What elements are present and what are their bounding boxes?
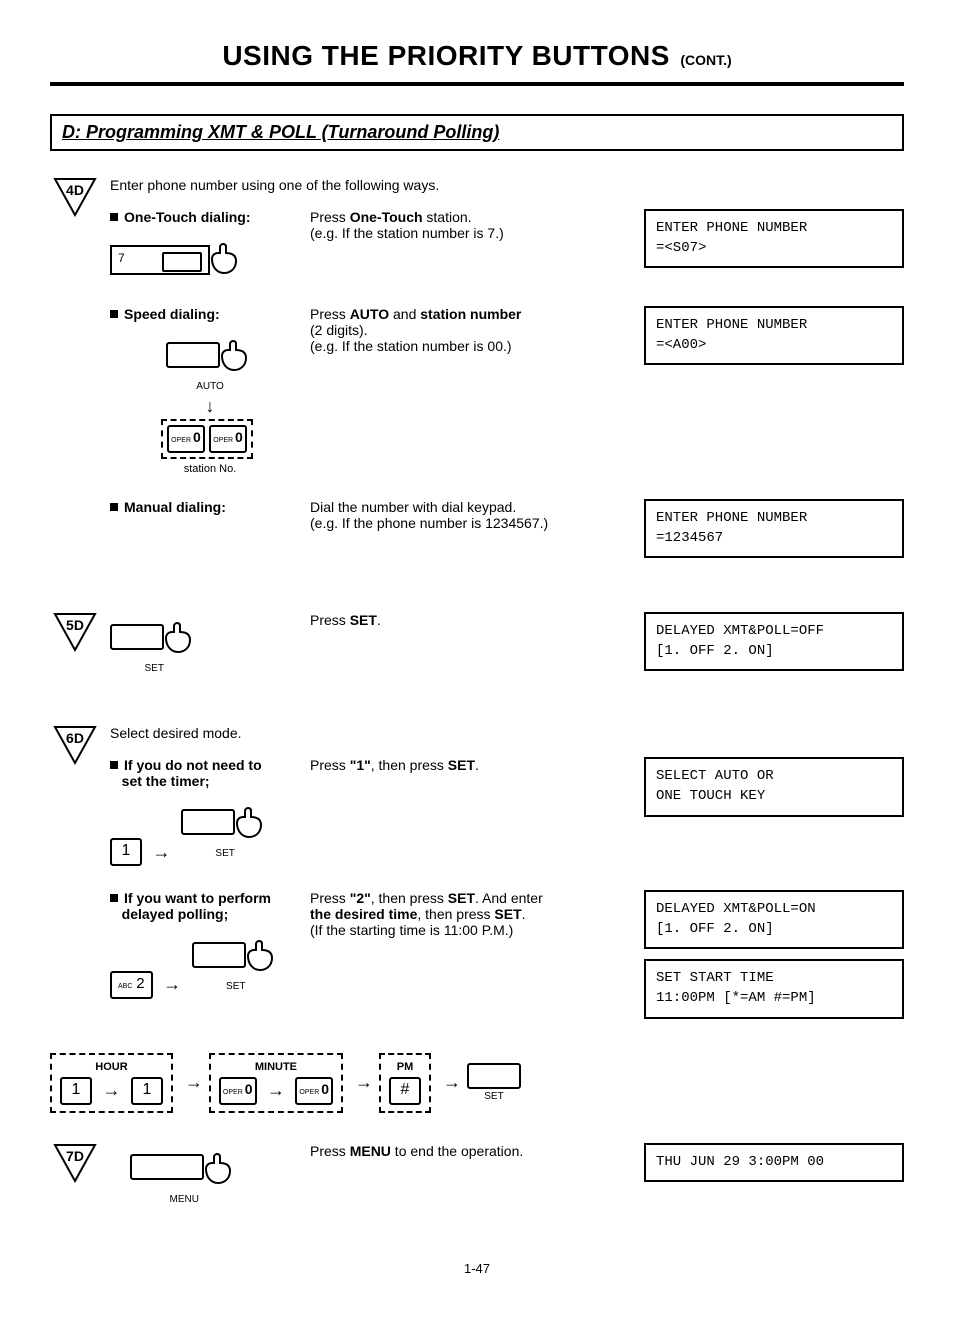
minute-box: MINUTE OPER 0 → OPER 0 — [209, 1053, 343, 1113]
display-5d: DELAYED XMT&POLL=OFF [1. OFF 2. ON] — [644, 612, 904, 671]
step-6d: 6D Select desired mode. If you do not ne… — [50, 725, 904, 1112]
section-heading-box: D: Programming XMT & POLL (Turnaround Po… — [50, 114, 904, 151]
page-number: 1-47 — [50, 1261, 904, 1276]
display-delayed-2: SET START TIME 11:00PM [*=AM #=PM] — [644, 959, 904, 1018]
arrow-icon: → — [267, 1080, 285, 1101]
one-touch-key-illus: 7 — [110, 245, 210, 275]
set-key — [467, 1063, 521, 1089]
speed-row: Speed dialing: AUTO ↓ OPER 0 OPER 0 — [110, 306, 904, 475]
manual-heading: Manual dialing: — [110, 499, 310, 515]
arrow-icon: → — [152, 842, 170, 863]
no-timer-heading: If you do not need to set the timer; — [110, 757, 310, 789]
hour-key-1: 1 — [60, 1077, 92, 1105]
arrow-icon: → — [355, 1072, 373, 1093]
manual-row: Manual dialing: Dial the number with dia… — [110, 499, 904, 568]
step-marker-4d: 4D — [50, 177, 110, 222]
hand-icon — [229, 805, 269, 846]
set-label: SET — [181, 848, 269, 859]
step-marker-7d: 7D — [50, 1143, 110, 1188]
station-no-box: OPER 0 OPER 0 — [161, 419, 253, 459]
min-key-2: OPER 0 — [295, 1077, 333, 1105]
step-5d-instr: Press SET. — [310, 612, 644, 628]
delayed-instr: Press "2", then press SET. And enter the… — [310, 890, 644, 938]
section-heading-text: D: Programming XMT & POLL (Turnaround Po… — [62, 122, 499, 142]
step-6d-intro: Select desired mode. — [110, 725, 904, 741]
time-entry-row: HOUR 1 → 1 → MINUTE OPER 0 → OPER 0 → PM… — [50, 1053, 904, 1113]
page-title: USING THE PRIORITY BUTTONS — [222, 40, 670, 71]
speed-instr: Press AUTO and station number (2 digits)… — [310, 306, 644, 354]
display-no-timer: SELECT AUTO OR ONE TOUCH KEY — [644, 757, 904, 816]
oper-key: OPER 0 — [209, 425, 247, 453]
auto-label: AUTO — [166, 381, 254, 392]
display-7d: THU JUN 29 3:00PM 00 — [644, 1143, 904, 1183]
step-4d-label: 4D — [66, 182, 84, 198]
arrow-icon: → — [163, 974, 181, 995]
title-rule — [50, 82, 904, 86]
bullet-icon — [110, 213, 118, 221]
menu-key — [130, 1154, 204, 1180]
hand-icon — [158, 620, 198, 661]
step-7d-instr: Press MENU to end the operation. — [310, 1143, 644, 1159]
display-manual: ENTER PHONE NUMBER =1234567 — [644, 499, 904, 558]
menu-label: MENU — [130, 1194, 238, 1205]
pm-box: PM # — [379, 1053, 431, 1113]
step-marker-6d: 6D — [50, 725, 110, 770]
arrow-icon: → — [102, 1080, 120, 1101]
hour-box: HOUR 1 → 1 — [50, 1053, 173, 1113]
hand-icon — [198, 1151, 238, 1192]
key-abc2: ABC 2 — [110, 971, 153, 999]
one-touch-heading: One-Touch dialing: — [110, 209, 310, 225]
min-key-1: OPER 0 — [219, 1077, 257, 1105]
hand-icon — [204, 241, 244, 282]
no-timer-instr: Press "1", then press SET. — [310, 757, 644, 773]
svg-text:7D: 7D — [66, 1148, 84, 1164]
svg-text:5D: 5D — [66, 617, 84, 633]
step-marker-5d: 5D — [50, 612, 110, 657]
hand-icon — [240, 938, 280, 979]
display-delayed-1: DELAYED XMT&POLL=ON [1. OFF 2. ON] — [644, 890, 904, 949]
page-title-row: USING THE PRIORITY BUTTONS (CONT.) — [50, 40, 904, 72]
set-key — [110, 624, 164, 650]
svg-text:6D: 6D — [66, 730, 84, 746]
one-touch-instr: Press One-Touch station. (e.g. If the st… — [310, 209, 644, 241]
set-label: SET — [467, 1091, 521, 1102]
page-title-cont: (CONT.) — [680, 52, 731, 68]
set-key — [192, 942, 246, 968]
arrow-icon: → — [443, 1072, 461, 1093]
station-caption: station No. — [110, 463, 310, 475]
bullet-icon — [110, 310, 118, 318]
step-4d: 4D Enter phone number using one of the f… — [50, 177, 904, 592]
set-label: SET — [110, 663, 198, 674]
bullet-icon — [110, 761, 118, 769]
auto-key — [166, 342, 220, 368]
display-speed: ENTER PHONE NUMBER =<A00> — [644, 306, 904, 365]
manual-instr: Dial the number with dial keypad. (e.g. … — [310, 499, 644, 531]
delayed-heading: If you want to perform delayed polling; — [110, 890, 310, 922]
set-key — [181, 809, 235, 835]
speed-heading: Speed dialing: — [110, 306, 310, 322]
oper-key: OPER 0 — [167, 425, 205, 453]
step-7d: 7D MENU Press MENU to end the operation.… — [50, 1143, 904, 1231]
one-touch-row: One-Touch dialing: 7 Press One-Touch sta… — [110, 209, 904, 282]
bullet-icon — [110, 894, 118, 902]
step-4d-intro: Enter phone number using one of the foll… — [110, 177, 904, 193]
arrow-icon: → — [185, 1072, 203, 1093]
set-label: SET — [192, 981, 280, 992]
hand-icon — [214, 338, 254, 379]
display-one-touch: ENTER PHONE NUMBER =<S07> — [644, 209, 904, 268]
hour-key-2: 1 — [131, 1077, 163, 1105]
no-timer-row: If you do not need to set the timer; 1 →… — [110, 757, 904, 866]
delayed-row: If you want to perform delayed polling; … — [110, 890, 904, 1028]
bullet-icon — [110, 503, 118, 511]
step-5d: 5D SET Press SET. DELAYED XMT&POLL=OFF [… — [50, 612, 904, 705]
pm-key: # — [389, 1077, 421, 1105]
key-1: 1 — [110, 838, 142, 866]
